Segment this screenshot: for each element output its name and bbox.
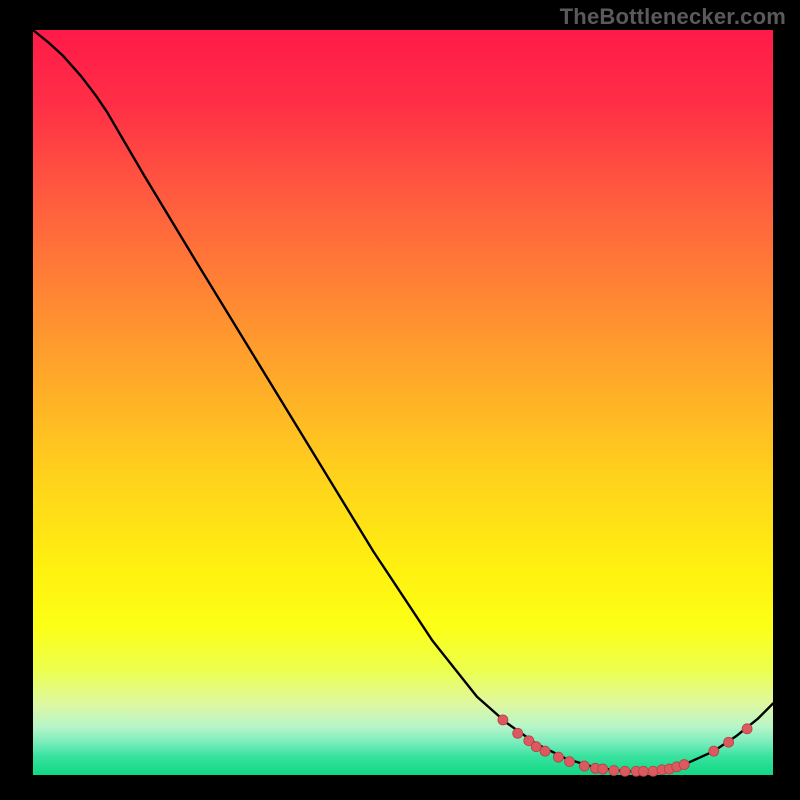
marker-point (609, 766, 619, 776)
marker-point (679, 760, 689, 770)
chart-container: { "watermark": { "text": "TheBottlenecke… (0, 0, 800, 800)
marker-point (724, 737, 734, 747)
marker-point (639, 766, 649, 776)
watermark-text: TheBottlenecker.com (560, 4, 786, 30)
bottleneck-curve-chart (0, 0, 800, 800)
marker-point (565, 757, 575, 767)
marker-point (648, 766, 658, 776)
marker-point (540, 746, 550, 756)
gradient-plot-area (33, 30, 773, 775)
marker-point (742, 724, 752, 734)
marker-point (579, 761, 589, 771)
marker-point (598, 764, 608, 774)
marker-point (513, 728, 523, 738)
marker-point (620, 766, 630, 776)
marker-point (709, 746, 719, 756)
marker-point (498, 715, 508, 725)
marker-point (531, 742, 541, 752)
marker-point (553, 752, 563, 762)
